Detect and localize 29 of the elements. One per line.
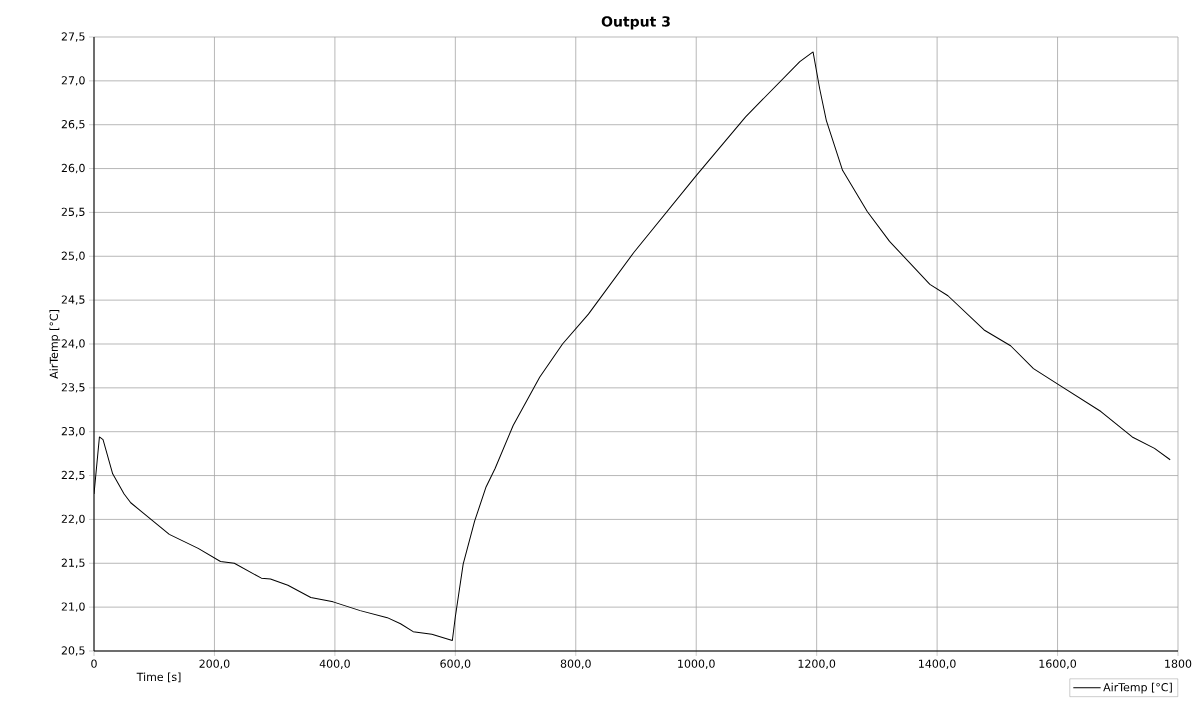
y-tick-label: 25,5 [61, 207, 85, 218]
y-tick-label: 26,5 [61, 119, 85, 130]
x-tick-label: 0 [91, 659, 97, 668]
y-tick-label: 22,5 [61, 470, 85, 481]
x-tick-label: 400,0 [319, 659, 350, 669]
x-tick-label: 200,0 [199, 659, 230, 669]
y-tick-label: 22,0 [61, 514, 85, 525]
chart-title: Output 3 [601, 16, 670, 30]
x-tick-label: 1600,0 [1039, 659, 1077, 669]
y-tick-label: 27,5 [61, 32, 85, 42]
x-tick-label: 1000,0 [678, 659, 715, 669]
legend-label: AirTemp [°C] [1103, 682, 1172, 694]
y-tick-label: 26,0 [61, 163, 85, 174]
x-tick-label: 800,0 [560, 659, 591, 669]
y-tick-label: 24,0 [61, 339, 85, 349]
y-tick-label: 23,5 [61, 383, 85, 393]
y-tick-label: 20,5 [61, 646, 85, 656]
x-tick-label: 1200,0 [798, 659, 836, 669]
y-tick-label: 24,5 [61, 295, 85, 305]
y-tick-label: 21,0 [61, 602, 85, 612]
y-tick-label: 27,0 [61, 76, 85, 86]
x-tick-label: 1400,0 [919, 659, 956, 669]
y-tick-label: 25,0 [61, 251, 85, 261]
x-axis-title: Time [s] [136, 672, 181, 683]
y-tick-label: 23,0 [61, 426, 85, 437]
x-tick-label: 600,0 [440, 659, 471, 669]
x-tick-label: 1800 [1165, 659, 1192, 668]
y-tick-label: 21,5 [61, 558, 85, 568]
y-axis-title: AirTemp [°C] [49, 310, 61, 379]
